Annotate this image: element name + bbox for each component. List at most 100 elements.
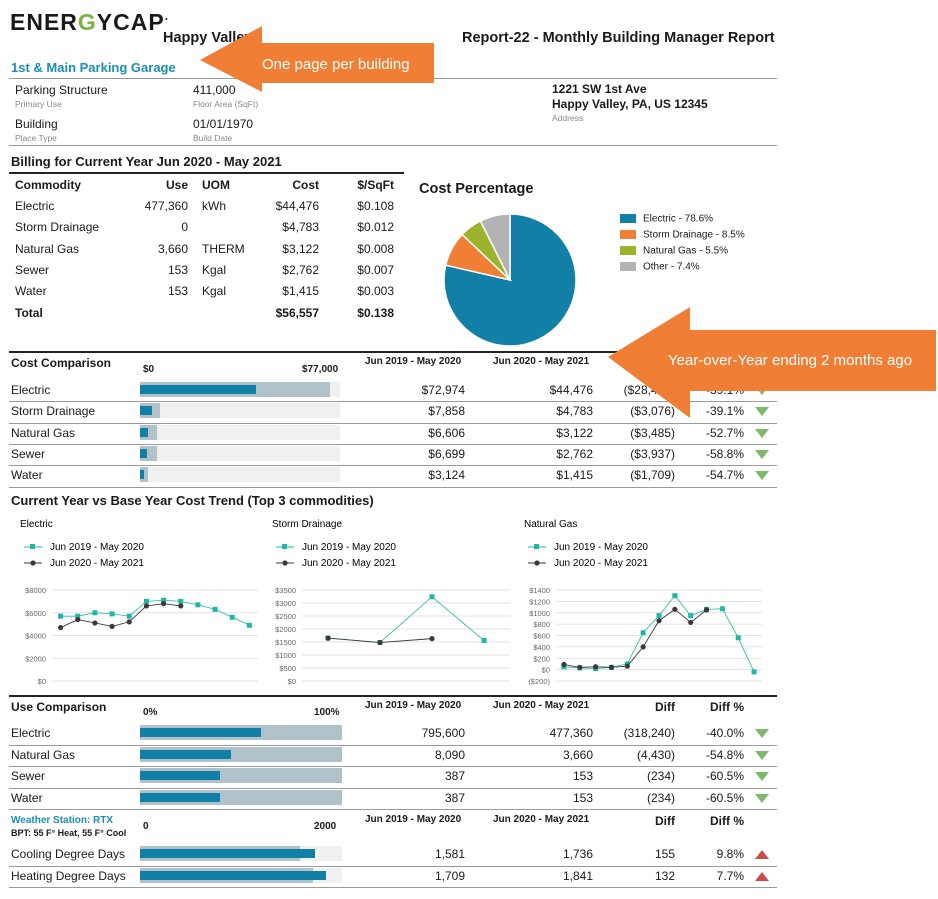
- y-tick-label: $400: [533, 643, 550, 652]
- trend-chart-title: Storm Drainage: [272, 519, 342, 530]
- series-line: [563, 595, 755, 673]
- weather-station: Weather Station: RTX: [11, 815, 114, 826]
- prev-value: 8,090: [434, 747, 465, 762]
- bar-current-year: [140, 870, 326, 880]
- point-cur: [109, 623, 115, 629]
- billing-cell: 153: [167, 262, 188, 277]
- point-cur: [640, 644, 646, 650]
- point-cur: [561, 661, 567, 668]
- billing-header-0: Commodity: [15, 178, 81, 192]
- pie-legend-item: Natural Gas - 5.5%: [620, 242, 728, 260]
- comparison-bar: [140, 789, 342, 805]
- diff-value: ($3,937): [630, 446, 675, 461]
- legend-label: Natural Gas - 5.5%: [643, 245, 729, 257]
- bar-current-year: [140, 728, 262, 737]
- diff-pct: -39.1%: [705, 404, 744, 419]
- prev-value: 387: [444, 769, 465, 783]
- row-divider: [9, 744, 777, 746]
- bar-current-year: [140, 385, 256, 394]
- diff-pct: 7.7%: [716, 868, 744, 883]
- billing-cell: $1,415: [282, 284, 319, 299]
- y-tick-label: $1200: [529, 597, 550, 606]
- build-date-value: 01/01/1970: [193, 117, 254, 131]
- row-label: Natural Gas: [11, 747, 76, 762]
- cur-value: 477,360: [549, 726, 593, 740]
- down-arrow-icon: [755, 449, 769, 459]
- billing-title: Billing for Current Year Jun 2020 - May …: [11, 154, 282, 169]
- billing-cell: $0.008: [357, 241, 394, 256]
- point-prev: [126, 613, 132, 619]
- diff-pct: -60.5%: [705, 769, 744, 783]
- cost-pie-chart: [443, 213, 577, 347]
- use-col-prev: Jun 2019 - May 2020: [365, 700, 462, 711]
- row-divider: [9, 809, 777, 810]
- legend-label: Jun 2019 - May 2020: [554, 542, 648, 553]
- energycap-logo: ENERGYCAP.: [10, 9, 170, 35]
- bar-current-year: [140, 792, 220, 802]
- billing-cell: Water: [15, 284, 47, 299]
- prev-value: 1,581: [434, 847, 465, 861]
- point-prev: [672, 593, 678, 599]
- point-cur: [160, 601, 167, 607]
- y-tick-label: $4000: [25, 632, 46, 641]
- legend-marker: [534, 560, 540, 566]
- prev-value: $72,974: [421, 383, 465, 397]
- y-tick-label: $1500: [275, 638, 296, 647]
- place-type-value: Building: [15, 117, 58, 131]
- prev-value: 387: [444, 790, 465, 805]
- y-tick-label: $3000: [275, 599, 296, 608]
- cur-value: 1,736: [562, 847, 593, 861]
- pie-title: Cost Percentage: [419, 181, 534, 197]
- y-tick-label: $0: [542, 666, 550, 675]
- point-prev: [92, 610, 98, 616]
- cur-value: $2,762: [556, 446, 593, 461]
- point-cur: [126, 619, 132, 625]
- billing-cell: 3,660: [157, 241, 188, 256]
- row-label: Sewer: [11, 769, 46, 783]
- point-prev: [656, 613, 662, 619]
- diff-pct: 9.8%: [716, 847, 744, 861]
- y-tick-label: $500: [279, 664, 296, 673]
- legend-label: Storm Drainage - 8.5%: [643, 229, 745, 241]
- down-arrow-icon: [755, 793, 769, 803]
- billing-cell: 153: [167, 284, 188, 299]
- billing-cell: Natural Gas: [15, 241, 80, 256]
- down-arrow-icon: [755, 750, 769, 760]
- billing-cell: kWh: [202, 199, 226, 213]
- billing-cell: Electric: [15, 199, 55, 213]
- down-arrow-icon: [755, 471, 769, 481]
- point-prev: [429, 594, 435, 600]
- up-arrow-icon: [755, 850, 769, 859]
- address-label: Address: [552, 113, 584, 123]
- billing-cell: 0: [181, 220, 188, 235]
- point-prev: [719, 606, 725, 612]
- point-cur: [608, 664, 615, 670]
- cur-value: $4,783: [556, 404, 593, 419]
- row-label: Natural Gas: [11, 425, 76, 440]
- y-tick-label: $1400: [529, 586, 550, 595]
- y-tick-label: $200: [533, 654, 550, 663]
- floor-area-value: 411,000: [193, 83, 236, 97]
- prev-value: 795,600: [421, 726, 465, 740]
- down-arrow-icon: [755, 729, 769, 738]
- use-col-pct: Diff %: [710, 700, 744, 714]
- legend-label: Jun 2020 - May 2021: [302, 558, 396, 569]
- diff-value: (234): [646, 769, 675, 783]
- legend-swatch: [620, 262, 636, 272]
- billing-header-3: Cost: [292, 178, 319, 192]
- row-label: Water: [11, 790, 43, 805]
- bar-current-year: [140, 448, 148, 458]
- build-date-label: Build Date: [193, 133, 233, 143]
- callout-arrow-one-page: [200, 26, 434, 92]
- diff-value: 132: [654, 868, 675, 883]
- point-prev: [481, 637, 487, 643]
- cur-value: $3,122: [556, 425, 593, 440]
- point-prev: [212, 606, 218, 612]
- pie-slice: [479, 213, 511, 281]
- point-cur: [656, 618, 662, 624]
- legend-label: Electric - 78.6%: [643, 213, 714, 225]
- pie-legend-item: Storm Drainage - 8.5%: [620, 226, 745, 244]
- billing-cell: Storm Drainage: [15, 220, 100, 235]
- callout-yoy-text: Year-over-Year ending 2 months ago: [668, 352, 913, 369]
- row-divider: [9, 443, 777, 445]
